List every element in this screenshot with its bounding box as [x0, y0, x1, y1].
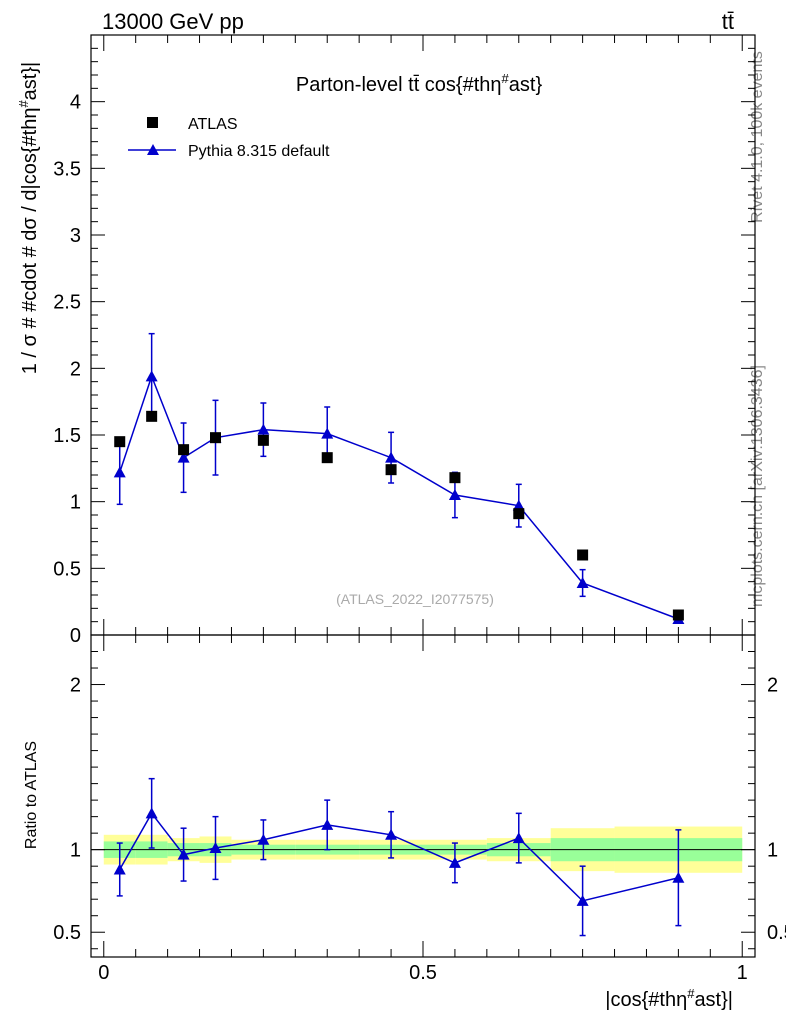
ratio-mc-point: [321, 818, 334, 830]
process-label: tt̄: [722, 9, 734, 34]
rivet-label: Rivet 4.1.0, 100k events: [749, 51, 766, 223]
main-ylabel-sup: #: [16, 100, 31, 108]
main-ylabel-tail: ast}|: [19, 62, 41, 101]
ratio-mc-point: [209, 842, 222, 854]
ratio-mc-point: [257, 833, 270, 845]
main-panel: 0 0.5 1 1.5 2 2.5 3 3.5 4 Parton-level tt̄ cos{#…: [16, 34, 756, 647]
x-tick-label: 1: [737, 962, 748, 984]
data-point: [385, 464, 397, 476]
legend-atlas-label: ATLAS: [188, 116, 238, 133]
chart-title-sup: #: [502, 71, 510, 86]
y-tick-label: 0: [70, 625, 81, 647]
y-tick-label: 1: [70, 492, 81, 514]
data-point: [178, 444, 190, 456]
ratio-mc-point: [672, 871, 685, 883]
y-tick-label: 2: [70, 358, 81, 380]
ratio-mc-point: [385, 828, 398, 840]
chart-title-main: Parton-level tt̄ cos{#thη: [296, 74, 502, 96]
main-ylabel-main: 1 / σ # #cdot # dσ / d|cos{#thη: [19, 108, 41, 375]
data-point: [449, 472, 461, 484]
y-tick-label: 4: [70, 92, 81, 114]
main-ylabel: 1 / σ # #cdot # dσ / d|cos{#thη#ast}|: [16, 62, 41, 375]
y-tick-label: 1.5: [53, 425, 81, 447]
ratio-y-ticks: 0.5 0.5 1 1 2 2: [53, 651, 786, 950]
ratio-ylabel: Ratio to ATLAS: [23, 741, 40, 849]
mc-point: [321, 427, 334, 439]
y-tick-label: 0.5: [53, 558, 81, 580]
x-tick-label: 0: [98, 962, 109, 984]
mc-point: [257, 423, 270, 435]
chart-title-tail: ast}: [509, 74, 543, 96]
xlabel-sup: #: [687, 986, 695, 1001]
mc-point: [385, 451, 398, 463]
xlabel-tail: ast}|: [694, 989, 733, 1011]
ratio-y-tick-label: 1: [70, 840, 81, 862]
ratio-mc-point: [448, 856, 461, 868]
mc-point: [145, 370, 158, 382]
data-point: [114, 436, 126, 448]
y-tick-label: 3: [70, 225, 81, 247]
y-tick-label: 2.5: [53, 292, 81, 314]
ratio-panel: 0.50.51122 00.51 Ratio to ATLAS |cos{#th…: [23, 634, 786, 1011]
legend-mc-marker: [147, 144, 159, 155]
data-point: [577, 549, 589, 561]
mc-point: [512, 499, 525, 511]
ratio-frame: [90, 634, 756, 958]
main-x-ticks: [103, 35, 743, 635]
data-point: [321, 452, 333, 464]
ratio-mc-series: [113, 777, 685, 937]
data-point: [146, 410, 158, 422]
ratio-y-tick-label: 2: [70, 675, 81, 697]
data-point: [672, 609, 684, 621]
mc-point: [448, 489, 461, 500]
ratio-mc-point: [113, 863, 126, 875]
main-y-ticks: 0 0.5 1 1.5 2 2.5 3 3.5 4: [53, 47, 755, 647]
legend-atlas-marker: [147, 117, 158, 128]
ratio-mc-point: [145, 807, 158, 819]
ratio-y-tick-label-right: 1: [767, 840, 778, 862]
data-point: [513, 508, 525, 520]
data-point: [257, 434, 269, 446]
legend: ATLAS Pythia 8.315 default: [128, 116, 330, 160]
mc-series: [113, 332, 685, 624]
mc-point: [113, 466, 126, 478]
ratio-y-tick-label-right: 0.5: [767, 922, 786, 944]
legend-mc-label: Pythia 8.315 default: [188, 143, 330, 160]
mcplots-label: mcplots.cern.ch [arXiv:1306.3436]: [749, 365, 766, 607]
ratio-y-tick-label-right: 2: [767, 675, 778, 697]
mc-point: [177, 451, 190, 463]
xlabel: |cos{#thη#ast}|: [605, 986, 733, 1011]
chart-title: Parton-level tt̄ cos{#thη#ast}: [296, 71, 543, 96]
ratio-mc-point: [177, 848, 190, 860]
x-tick-label: 0.5: [409, 962, 437, 984]
energy-label: 13000 GeV pp: [102, 9, 244, 34]
y-tick-label: 3.5: [53, 158, 81, 180]
data-series: [114, 410, 684, 621]
ratio-y-tick-label: 0.5: [53, 922, 81, 944]
ratio-mc-point: [512, 832, 525, 844]
mc-line: [119, 374, 679, 620]
ratio-x-ticks: 0 0.5 1: [98, 635, 748, 984]
data-point: [210, 432, 221, 444]
mc-point: [576, 577, 589, 588]
ratio-mc-point: [576, 894, 589, 906]
analysis-watermark: (ATLAS_2022_I2077575): [336, 591, 494, 607]
xlabel-main: |cos{#thη: [605, 989, 687, 1011]
